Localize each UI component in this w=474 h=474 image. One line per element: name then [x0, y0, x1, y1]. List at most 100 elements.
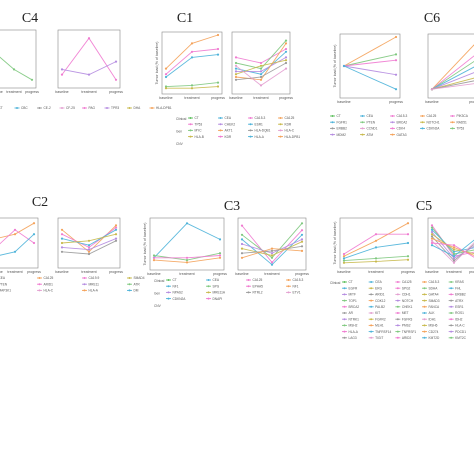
panel-c5-legend-item[interactable]: NTRK1	[342, 317, 359, 321]
panel-c3-legend-item[interactable]: CEA	[206, 278, 220, 282]
panel-c1-legend-item[interactable]: CA125	[278, 116, 294, 120]
panel-c3-legend-item[interactable]: RTRL2	[246, 291, 263, 295]
panel-c1-legend-item[interactable]: CEA	[218, 116, 232, 120]
panel-c5-legend-item[interactable]: SMAD3	[422, 299, 440, 303]
panel-c6-legend-item[interactable]: RAD51	[450, 120, 467, 124]
panel-c5-legend-item[interactable]: HLA-A	[342, 330, 359, 334]
panel-c6-legend-item[interactable]: FGFR1	[330, 120, 347, 124]
panel-c5-legend-item[interactable]: TNFRSF1	[395, 330, 416, 334]
panel-c6-legend-item[interactable]: CA15-3	[390, 114, 408, 118]
panel-c1-legend-item[interactable]: TP53	[188, 122, 202, 126]
panel-c1-legend-item[interactable]: HLA-A	[248, 135, 265, 139]
panel-c5-legend-item[interactable]: CHEK1	[395, 305, 413, 309]
panel-c3-legend-item[interactable]: CA15-3	[286, 278, 304, 282]
panel-c3-legend-item[interactable]: NF1	[166, 284, 179, 288]
panel-c1-legend-item[interactable]: AKT1	[218, 129, 233, 133]
panel-c5-legend-item[interactable]: SDHA	[422, 286, 438, 290]
panel-c5-legend-item[interactable]: FHL	[448, 286, 462, 290]
panel-c1-legend-item[interactable]: HLA-DPB1	[278, 135, 300, 139]
panel-c4-legend-item[interactable]: HLA-DPB1	[149, 106, 172, 110]
panel-c5-legend-item[interactable]: KMT2D	[422, 336, 440, 340]
panel-c3-legend-item[interactable]: CT	[166, 278, 177, 282]
panel-c5-legend-item[interactable]: IDH1	[422, 317, 436, 321]
panel-c4-legend-item[interactable]: CT	[0, 106, 3, 110]
panel-c1-legend-item[interactable]: CHEK2	[218, 122, 235, 126]
panel-c5-legend-item[interactable]: HLA-C	[448, 324, 466, 328]
panel-c4-legend-item[interactable]: DHA	[127, 106, 141, 110]
panel-c2-legend-item[interactable]: CEA	[0, 276, 6, 280]
panel-c1-legend-item[interactable]: CA15-3	[248, 116, 266, 120]
panel-c5-legend-item[interactable]: MSH6	[422, 324, 438, 328]
panel-c5-legend-item[interactable]: CEA	[368, 280, 383, 284]
panel-c1-legend-item[interactable]: MYC	[188, 129, 202, 133]
panel-c6-legend-item[interactable]: PIK3CA	[450, 114, 469, 118]
panel-c6-legend-item[interactable]: GATA3	[390, 133, 407, 137]
panel-c6-legend-item[interactable]: TP53	[450, 127, 464, 131]
panel-c5-legend-item[interactable]: CT	[342, 280, 353, 284]
panel-c5-legend-item[interactable]: IDH2	[448, 317, 463, 321]
panel-c5-legend-item[interactable]: BRCA2	[342, 305, 359, 309]
panel-c3-legend-item[interactable]: NF1	[286, 284, 299, 288]
panel-c4-legend-item[interactable]: TPR3	[104, 106, 120, 110]
panel-c5-legend-item[interactable]: ATRX	[448, 299, 465, 303]
panel-c4-legend-item[interactable]: CF-25	[59, 106, 76, 110]
panel-c1-legend-item[interactable]: KDR	[218, 135, 232, 139]
panel-c1-legend-item[interactable]: HLA-C	[278, 129, 295, 133]
panel-c2-legend-item[interactable]: ATR	[127, 282, 140, 286]
panel-c5-legend-item[interactable]: PALB2	[368, 305, 385, 309]
panel-c2-legend-item[interactable]: DM	[127, 289, 139, 293]
panel-c5-legend-item[interactable]: PDCD1	[448, 330, 467, 334]
panel-c2-legend-item[interactable]: CA19-9	[82, 276, 100, 280]
panel-c3-legend-item[interactable]: DNAPI	[206, 297, 222, 301]
panel-c5-legend-item[interactable]: KIT	[368, 311, 381, 315]
panel-c5-legend-item[interactable]: CDK12	[368, 299, 386, 303]
panel-c5-legend-item[interactable]: ARID2	[395, 336, 411, 340]
panel-c3-legend-item[interactable]: NPAS2	[166, 291, 183, 295]
panel-c5-legend-item[interactable]: MET	[395, 311, 409, 315]
panel-c4-legend-item[interactable]: CE-2	[37, 106, 51, 110]
panel-c2-legend-item[interactable]: PTEN	[0, 282, 8, 286]
panel-c5-legend-item[interactable]: SPG2	[395, 286, 411, 290]
panel-c5-legend-item[interactable]: CA125	[395, 280, 412, 284]
panel-c6-legend-item[interactable]: NOTCH1	[420, 120, 440, 124]
panel-c5-legend-item[interactable]: AR	[342, 311, 354, 315]
panel-c2-legend-item[interactable]: MRE11	[82, 282, 99, 286]
panel-c1-legend-item[interactable]: ESR1	[248, 122, 263, 126]
panel-c2-legend-item[interactable]: ARID1	[37, 282, 53, 286]
panel-c5-legend-item[interactable]: ERBB2	[448, 293, 466, 297]
panel-c5-legend-item[interactable]: KMT2C	[448, 336, 467, 340]
panel-c2-legend-item[interactable]: CA125	[37, 276, 53, 280]
panel-c2-legend-item[interactable]: SMAD4	[127, 276, 145, 280]
panel-c3-legend-item[interactable]: EPHA5	[246, 284, 263, 288]
panel-c5-legend-item[interactable]: CDH1	[395, 293, 411, 297]
panel-c5-legend-item[interactable]: KRAS	[448, 280, 464, 284]
panel-c5-legend-item[interactable]: GATA4	[422, 293, 439, 297]
panel-c4-legend-item[interactable]: PAG	[82, 106, 96, 110]
panel-c5-legend-item[interactable]: ARID1	[368, 293, 385, 297]
panel-c5-legend-item[interactable]: FGFR3	[395, 317, 413, 321]
panel-c6-legend-item[interactable]: CDKN2A	[420, 127, 440, 131]
panel-c5-legend-item[interactable]: LAG3	[342, 336, 357, 340]
panel-c3-legend-item[interactable]: MRE11A	[206, 291, 226, 295]
panel-c6-legend-item[interactable]: BRCA2	[390, 120, 407, 124]
panel-c5-legend-item[interactable]: MITF	[342, 293, 356, 297]
panel-c5-legend-item[interactable]: ROS1	[448, 311, 464, 315]
panel-c6-legend-item[interactable]: CDK4	[390, 127, 405, 131]
panel-c5-legend-item[interactable]: TIGIT	[368, 336, 384, 340]
panel-c5-legend-item[interactable]: CD274	[422, 330, 439, 334]
panel-c3-legend-item[interactable]: ETV1	[286, 291, 301, 295]
panel-c5-legend-item[interactable]: PMS2	[395, 324, 411, 328]
panel-c2-legend-item[interactable]: MAP3K1	[0, 289, 11, 293]
panel-c3-legend-item[interactable]: CDKN2A	[166, 297, 186, 301]
panel-c5-legend-item[interactable]: ERG	[368, 286, 383, 290]
panel-c6-legend-item[interactable]: ATM	[360, 133, 373, 137]
panel-c1-legend-item[interactable]: HLA-B	[188, 135, 204, 139]
panel-c3-legend-item[interactable]: CA125	[246, 278, 262, 282]
panel-c2-legend-item[interactable]: HLA-A	[82, 289, 99, 293]
panel-c6-legend-item[interactable]: CCND1	[360, 127, 378, 131]
panel-c5-legend-item[interactable]: NOTCH	[395, 299, 414, 303]
panel-c5-legend-item[interactable]: TNFRSF14	[368, 330, 392, 334]
panel-c2-legend-item[interactable]: HLA-C	[37, 289, 54, 293]
panel-c5-legend-item[interactable]: ESR1	[448, 305, 464, 309]
panel-c5-legend-item[interactable]: TOP1	[342, 299, 357, 303]
